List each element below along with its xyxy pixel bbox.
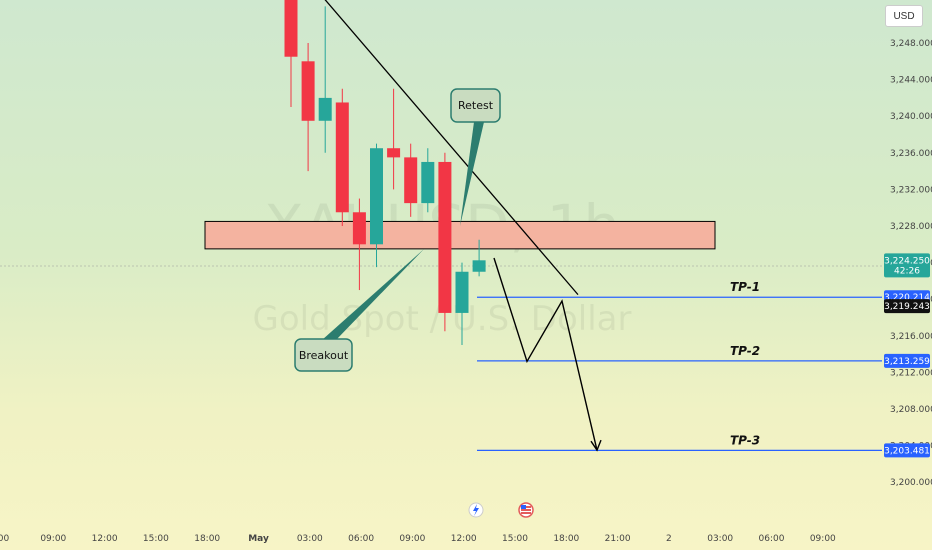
candle-body[interactable] xyxy=(438,161,452,313)
flash-event-icon[interactable] xyxy=(468,502,484,518)
price-badge-text: 3,220.214 xyxy=(884,293,930,303)
price-tick-label: 3,240.000 xyxy=(890,112,932,122)
trendline[interactable] xyxy=(323,0,579,296)
price-tick-label: 3,208.000 xyxy=(890,405,932,415)
candle-body[interactable] xyxy=(318,97,332,121)
candle-body[interactable] xyxy=(352,212,366,245)
time-tick-label: 18:00 xyxy=(553,534,579,544)
price-tick-label: 3,232.000 xyxy=(890,185,932,195)
price-badge xyxy=(884,353,930,368)
candle-body[interactable] xyxy=(404,157,418,204)
candle-body[interactable] xyxy=(301,61,315,121)
projection-path[interactable] xyxy=(493,257,598,451)
candles-group xyxy=(284,0,486,345)
time-tick-label: 09:00 xyxy=(810,534,836,544)
target-label: TP-2 xyxy=(730,344,760,358)
price-badge-text: 3,213.259 xyxy=(884,357,930,367)
price-badge-text: 3,203.481 xyxy=(884,446,930,456)
time-tick-label: 03:00 xyxy=(707,534,733,544)
price-badge xyxy=(884,299,930,314)
price-tick-label: 3,212.000 xyxy=(890,368,932,378)
price-badge-subtext: 42:26 xyxy=(894,266,920,276)
time-tick-label: 09:00 xyxy=(40,534,66,544)
target-label: TP-3 xyxy=(730,433,760,447)
price-tick-label: 3,216.000 xyxy=(890,332,932,342)
time-tick-label: 21:00 xyxy=(605,534,631,544)
time-tick-label: 12:00 xyxy=(92,534,118,544)
time-tick-label: 18:00 xyxy=(194,534,220,544)
time-tick-label: 15:00 xyxy=(502,534,528,544)
target-label: TP-1 xyxy=(730,280,760,294)
resistance-zone[interactable] xyxy=(204,220,716,250)
time-tick-label: 06:00 xyxy=(348,534,374,544)
price-badge-text: 3,219.243 xyxy=(884,302,930,312)
retest-label: Retest xyxy=(458,99,494,112)
candle-body[interactable] xyxy=(472,260,486,272)
price-badges: 3,220.214 3,213.259 3,203.481 3,224.25042:2… xyxy=(884,253,930,458)
time-tick-label: 03:00 xyxy=(297,534,323,544)
time-tick-label: 12:00 xyxy=(451,534,477,544)
price-badge xyxy=(884,443,930,458)
price-tick-label: 3,248.000 xyxy=(890,39,932,49)
candle-body[interactable] xyxy=(370,148,383,245)
time-tick-label: May xyxy=(248,534,269,544)
candle-body[interactable] xyxy=(455,271,469,313)
currency-label[interactable]: USD xyxy=(885,5,923,27)
price-tick-label: 3,236.000 xyxy=(890,149,932,159)
price-badge-text: 3,224.250 xyxy=(884,256,930,266)
us-flag-event-icon[interactable] xyxy=(518,502,534,518)
candle-body[interactable] xyxy=(335,102,349,213)
price-tick-label: 3,200.000 xyxy=(890,478,932,488)
price-tick-label: 3,228.000 xyxy=(890,222,932,232)
breakout-callout[interactable]: Breakout xyxy=(294,249,424,372)
retest-callout[interactable]: Retest xyxy=(450,88,501,226)
time-tick-label: :00 xyxy=(0,534,10,544)
target-lines: TP-1 TP-2 TP-3 xyxy=(477,280,882,451)
time-tick-label: 15:00 xyxy=(143,534,169,544)
time-tick-label: 09:00 xyxy=(399,534,425,544)
price-tick-label: 3,244.000 xyxy=(890,76,932,86)
candle-body[interactable] xyxy=(421,161,435,204)
time-tick-label: 2 xyxy=(666,534,672,544)
time-tick-label: 06:00 xyxy=(759,534,785,544)
time-axis[interactable]: :00 09:00 12:00 15:00 18:00 May 03:00 06:00 09:0… xyxy=(0,534,836,544)
price-badge xyxy=(884,253,930,278)
projection-arrowhead xyxy=(590,439,602,452)
candle-body[interactable] xyxy=(284,0,298,57)
candle-body[interactable] xyxy=(387,148,401,158)
breakout-label: Breakout xyxy=(299,349,349,362)
